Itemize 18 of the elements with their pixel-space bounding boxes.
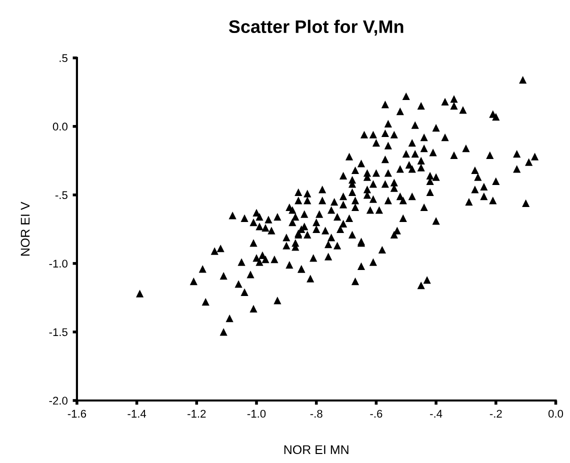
y-tick-label: -1.5 (49, 328, 68, 336)
chart-title: Scatter Plot for V,Mn (228, 20, 404, 36)
x-tick-label: -.4 (430, 410, 442, 418)
y-tick-label: -.5 (55, 191, 68, 200)
y-tick-label: 0.0 (52, 122, 68, 131)
x-axis-title: NOR EI MN (284, 445, 348, 454)
x-tick-label: -.2 (490, 410, 502, 418)
y-axis-title: NOR EI V (20, 202, 30, 256)
x-tick-label: -1.4 (128, 410, 146, 418)
x-tick-label: -.8 (310, 410, 322, 418)
x-tick-label: -1.6 (68, 410, 86, 418)
x-tick-label: -.6 (370, 410, 382, 418)
x-tick-label: -1.2 (188, 410, 206, 418)
y-tick-label: .5 (60, 54, 68, 62)
y-tick-label: -2.0 (49, 396, 68, 405)
x-tick-label: -1.0 (247, 410, 266, 418)
x-tick-label: 0.0 (548, 410, 564, 418)
y-tick-label: -1.0 (49, 260, 68, 268)
